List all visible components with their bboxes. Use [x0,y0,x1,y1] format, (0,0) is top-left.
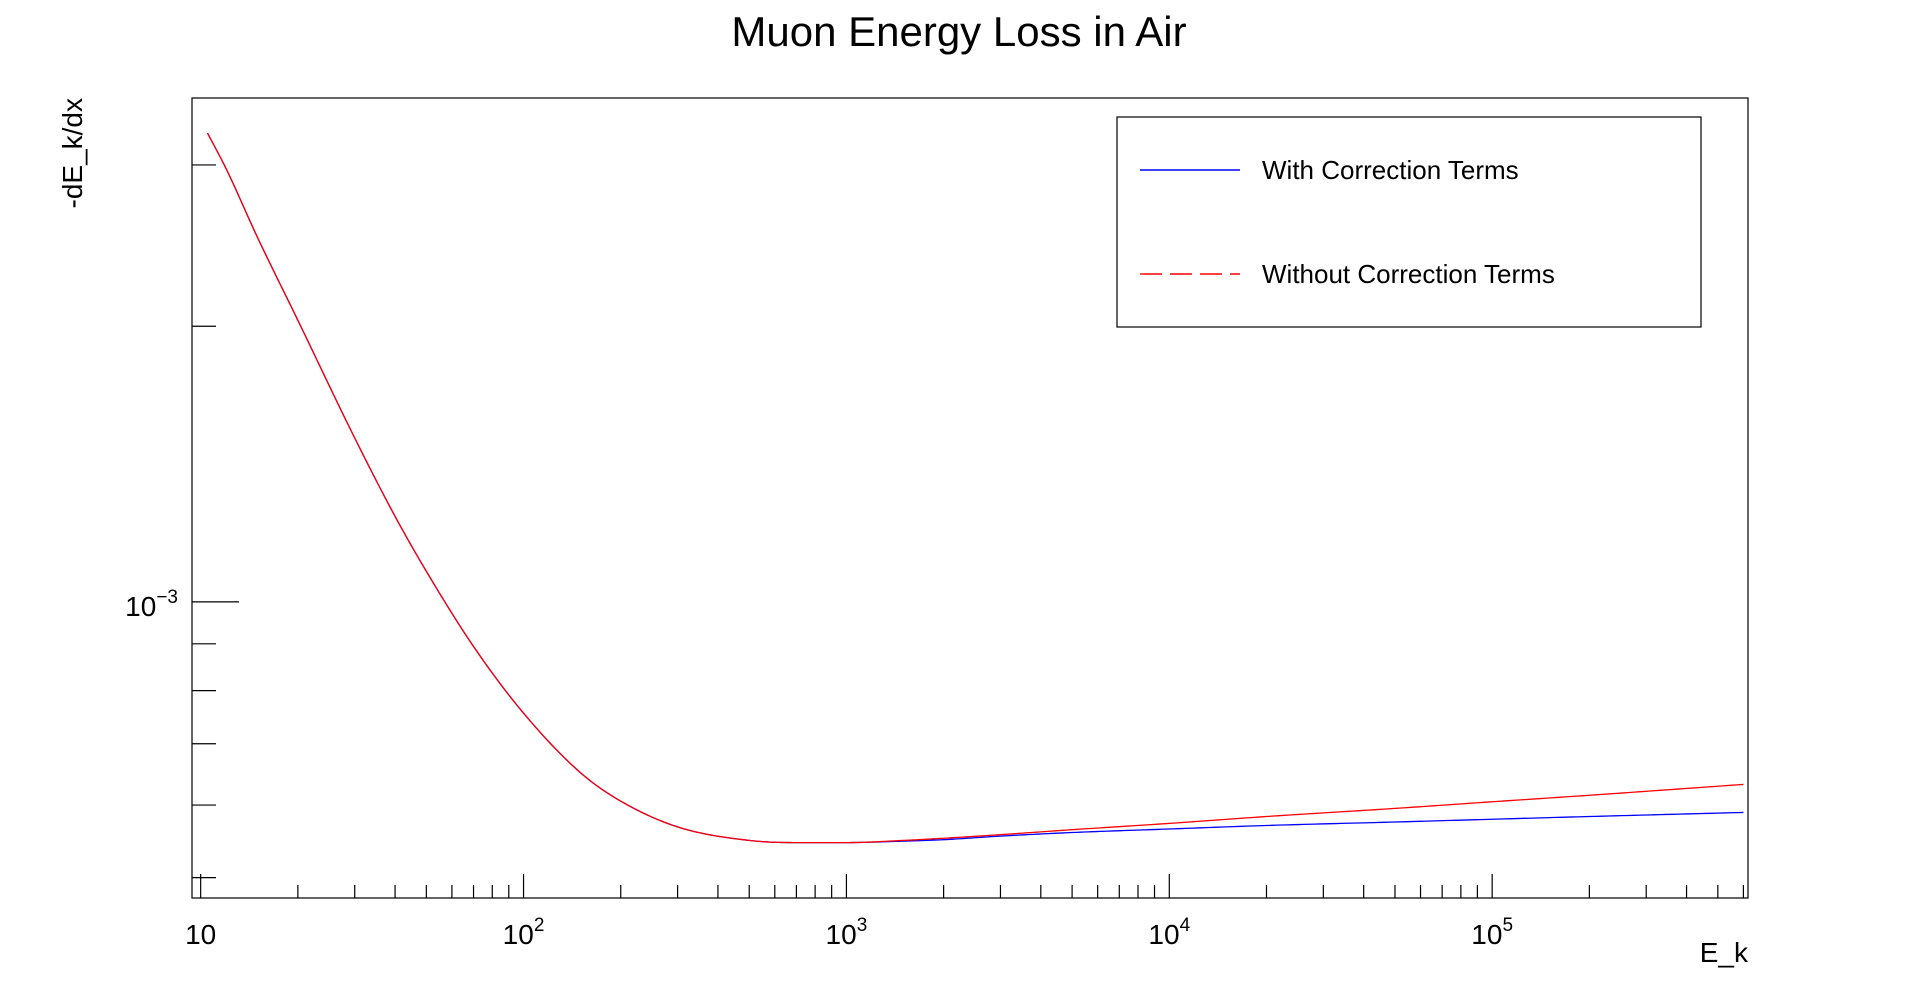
legend: With Correction Terms Without Correction… [1116,116,1702,328]
x-tick-label: 105 [1471,915,1513,950]
x-axis-ticks: 10 102 103 104 105 [185,874,1745,950]
series-without-correction-line [206,132,1744,844]
y-tick-label: 10−3 [125,587,178,622]
x-tick-label: 103 [826,915,868,950]
x-tick-label: 104 [1148,915,1190,950]
legend-label-with-correction: With Correction Terms [1262,155,1519,185]
y-axis-label: -dE_k/dx [57,98,88,209]
plot-frame [191,97,1749,899]
x-axis-label: E_k [1700,937,1749,968]
legend-label-without-correction: Without Correction Terms [1262,259,1555,289]
y-axis-ticks: 10−3 [125,164,239,879]
x-tick-label: 10 [185,919,216,950]
series-layer [206,132,1744,844]
chart-title: Muon Energy Loss in Air [731,8,1186,55]
legend-box [1116,116,1702,328]
x-tick-label: 102 [503,915,545,950]
